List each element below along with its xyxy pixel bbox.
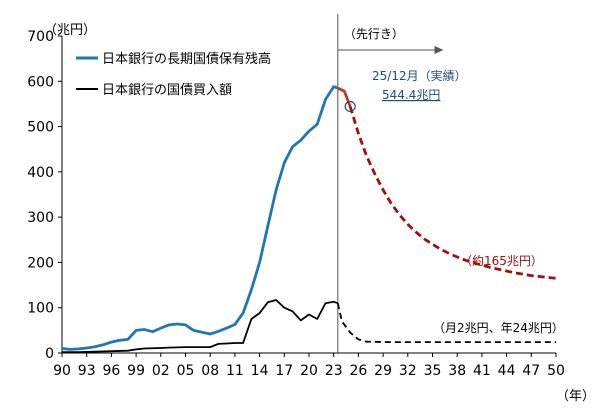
y-unit-label: （兆円）	[44, 23, 96, 38]
x-tick-label: 26	[349, 363, 367, 379]
y-tick-label: 200	[27, 255, 54, 271]
legend: 日本銀行の長期国債保有残高 日本銀行の国債買入額	[76, 51, 271, 98]
x-tick-label: 50	[547, 363, 565, 379]
x-tick-label: 17	[275, 363, 293, 379]
x-tick-label: 47	[522, 363, 540, 379]
forecast-label: （先行き）	[344, 27, 404, 41]
x-tick-label: 93	[78, 363, 96, 379]
actual-marker	[344, 100, 356, 113]
x-tick-label: 38	[448, 363, 466, 379]
x-tick-label: 05	[177, 363, 195, 379]
legend-label-purchases: 日本銀行の国債買入額	[102, 83, 232, 98]
y-tick-label: 500	[27, 120, 54, 136]
y-tick-label: 700	[27, 29, 54, 45]
y-tick-label: 300	[27, 210, 54, 226]
x-tick-label: 20	[300, 363, 318, 379]
y-tick-label: 600	[27, 74, 54, 90]
x-tick-label: 23	[325, 363, 343, 379]
x-unit-label: （年）	[556, 389, 595, 404]
series-line	[61, 85, 339, 351]
x-ticks: 90 93 96 99 02 05 08 11 14 17 20 23 26 29 32 35 38 41 44 47…	[53, 353, 565, 379]
annotation-purchase-rate: （月2兆円、年24兆円）	[433, 321, 564, 335]
y-ticks: 0 100 200 300 400 500 600 700	[27, 29, 62, 362]
series-line	[337, 86, 352, 107]
annotation-forecast-end: （約165兆円）	[460, 253, 543, 268]
annotation-actual-date: 25/12月（実績）	[372, 68, 467, 83]
x-tick-label: 14	[251, 363, 269, 379]
y-tick-label: 100	[27, 301, 54, 317]
annotation-actual-value: 544.4兆円	[382, 88, 440, 102]
forecast-arrow-head	[434, 46, 444, 54]
series-line	[348, 106, 557, 280]
x-tick-label: 41	[473, 363, 491, 379]
series-line	[336, 303, 556, 344]
x-tick-label: 29	[374, 363, 392, 379]
y-tick-label: 0	[45, 346, 54, 362]
x-tick-label: 35	[424, 363, 442, 379]
x-tick-label: 44	[498, 363, 516, 379]
x-tick-label: 11	[226, 363, 244, 379]
x-tick-label: 32	[399, 363, 417, 379]
series-line	[62, 299, 339, 354]
x-tick-label: 90	[53, 363, 71, 379]
x-tick-label: 99	[127, 363, 145, 379]
legend-label-holdings: 日本銀行の長期国債保有残高	[102, 51, 271, 67]
series-lines	[61, 85, 557, 354]
x-tick-label: 96	[102, 363, 120, 379]
y-tick-label: 400	[27, 165, 54, 181]
x-tick-label: 02	[152, 363, 170, 379]
x-tick-label: 08	[201, 363, 219, 379]
